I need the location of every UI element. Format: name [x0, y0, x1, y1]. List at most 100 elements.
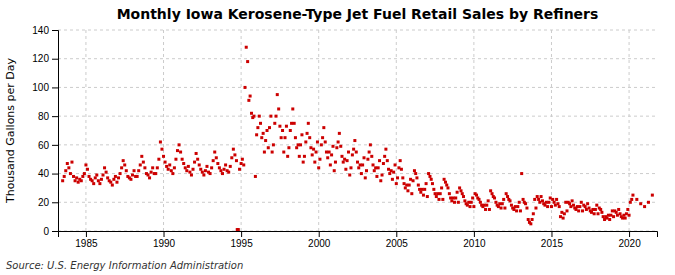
point — [320, 143, 323, 146]
point — [454, 196, 457, 199]
point — [174, 158, 177, 161]
point — [100, 178, 103, 181]
point — [497, 205, 500, 208]
y-axis: 020406080100120140 — [32, 25, 58, 237]
point — [209, 172, 212, 175]
grid-line-x — [241, 30, 242, 231]
point — [635, 198, 638, 201]
point — [578, 205, 581, 208]
tick-mark — [396, 231, 397, 237]
tick: 120 — [32, 53, 58, 64]
point — [379, 179, 382, 182]
point — [340, 155, 343, 158]
point — [277, 107, 280, 110]
point — [129, 178, 132, 181]
point — [364, 176, 367, 179]
point — [170, 169, 173, 172]
tick: 140 — [32, 25, 58, 36]
point — [569, 205, 572, 208]
point — [254, 175, 257, 178]
point — [64, 169, 67, 172]
point — [631, 194, 634, 197]
point — [295, 146, 298, 149]
point — [351, 153, 354, 156]
point — [334, 161, 337, 164]
tick: 1985 — [75, 231, 98, 249]
point — [313, 161, 316, 164]
point — [363, 156, 366, 159]
point — [624, 217, 627, 220]
point — [86, 168, 89, 171]
point — [184, 166, 187, 169]
point — [109, 181, 112, 184]
point — [196, 158, 199, 161]
point — [256, 126, 259, 129]
point — [602, 215, 605, 218]
point — [460, 189, 463, 192]
point — [538, 201, 541, 204]
point — [503, 207, 506, 210]
point — [400, 168, 403, 171]
point — [187, 165, 190, 168]
point — [298, 155, 301, 158]
point — [221, 172, 224, 175]
point — [308, 136, 311, 139]
point — [487, 199, 490, 202]
point — [600, 211, 603, 214]
point — [373, 169, 376, 172]
grid-line-x — [85, 30, 86, 231]
point — [643, 205, 646, 208]
point — [223, 168, 226, 171]
tick-mark — [52, 30, 58, 31]
point — [235, 159, 238, 162]
point — [243, 86, 246, 89]
point — [555, 198, 558, 201]
point — [408, 184, 411, 187]
point — [199, 168, 202, 171]
point — [588, 207, 591, 210]
chart: 1985199019952000200520102015202002040608… — [0, 0, 675, 275]
point — [370, 155, 373, 158]
x-axis: 19851990199520002005201020152020 — [59, 231, 658, 249]
point — [136, 175, 139, 178]
point — [349, 166, 352, 169]
point — [77, 181, 80, 184]
point — [506, 195, 509, 198]
tick-mark — [52, 145, 58, 146]
tick-mark — [551, 231, 552, 237]
tick: 1995 — [230, 231, 253, 249]
point — [173, 166, 176, 169]
tick: 2015 — [541, 231, 564, 249]
point — [237, 228, 240, 231]
point — [533, 198, 536, 201]
point — [325, 151, 328, 154]
point — [215, 156, 218, 159]
tick-label: 2000 — [308, 238, 331, 249]
point — [271, 151, 274, 154]
point — [547, 201, 550, 204]
point — [599, 208, 602, 211]
point — [553, 201, 556, 204]
source-note: Source: U.S. Energy Information Administ… — [6, 260, 243, 271]
point — [247, 99, 250, 102]
tick-mark — [241, 231, 242, 237]
point — [493, 196, 496, 199]
point — [419, 191, 422, 194]
point — [574, 208, 577, 211]
point — [388, 172, 391, 175]
point — [466, 204, 469, 207]
grid — [58, 30, 657, 231]
tick: 2010 — [463, 231, 486, 249]
tick-label: 0 — [43, 226, 49, 237]
tick-label: 80 — [38, 111, 50, 122]
point — [360, 172, 363, 175]
point — [112, 178, 115, 181]
point — [338, 132, 341, 135]
tick: 1990 — [153, 231, 176, 249]
point — [252, 115, 255, 118]
point — [178, 143, 181, 146]
point — [365, 169, 368, 172]
point — [531, 218, 534, 221]
point — [167, 168, 170, 171]
point — [117, 176, 120, 179]
